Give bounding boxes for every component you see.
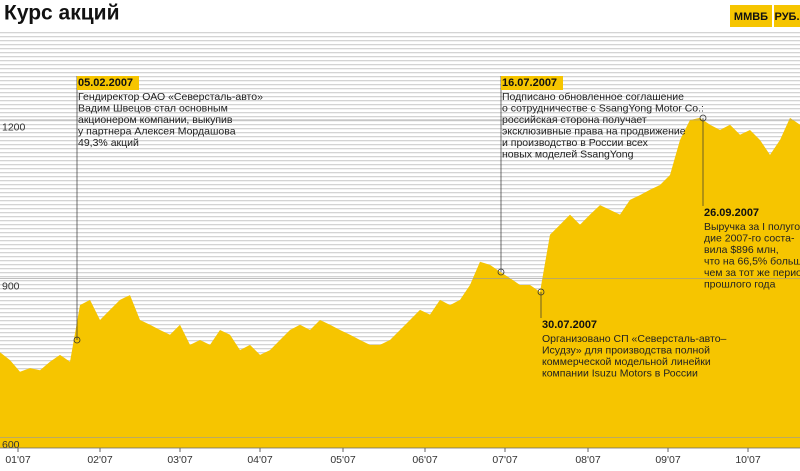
annotation-date: 05.02.2007 — [78, 77, 133, 89]
annotation-text: Организовано СП «Северсталь-авто– — [542, 333, 727, 345]
x-tick-label: 01'07 — [5, 454, 31, 466]
y-tick-label: 1200 — [2, 122, 26, 134]
x-tick-label: 02'07 — [87, 454, 113, 466]
annotation-text: и производство в России всех — [502, 137, 649, 149]
annotation-text: 49,3% акций — [78, 137, 139, 149]
annotation-text: у партнера Алексея Мордашова — [78, 125, 236, 137]
annotation-text: о сотрудничестве с SsangYong Motor Co.: — [502, 102, 704, 114]
annotation-date: 16.07.2007 — [502, 77, 557, 89]
annotation-text: Вадим Швецов стал основным — [78, 102, 228, 114]
annotation-text: Выручка за I полуго- — [704, 221, 800, 233]
annotation-text: Исудзу» для производства полной — [542, 344, 710, 356]
badge: ММВБ — [734, 11, 768, 23]
annotation-date: 30.07.2007 — [542, 319, 597, 331]
x-tick-label: 06'07 — [412, 454, 438, 466]
x-tick-label: 03'07 — [167, 454, 193, 466]
annotation-text: новых моделей SsangYong — [502, 148, 634, 160]
x-tick-label: 09'07 — [655, 454, 681, 466]
annotation-text: что на 66,5% больше, — [704, 255, 800, 267]
annotation-text: эксклюзивные права на продвижение — [502, 125, 686, 137]
x-tick-label: 04'07 — [247, 454, 273, 466]
annotation-text: прошлого года — [704, 278, 776, 290]
badge: РУБ. — [775, 11, 800, 23]
annotation-text: российская сторона получает — [502, 114, 647, 126]
chart-title: Курс акций — [4, 2, 119, 25]
badge-box — [730, 5, 772, 27]
annotation-text: вила $896 млн, — [704, 244, 779, 256]
y-tick-label: 600 — [2, 439, 20, 451]
annotation-text: акционером компании, выкупив — [78, 114, 233, 126]
annotation-text: дие 2007-го соста- — [704, 232, 795, 244]
annotation-text: чем за тот же период — [704, 267, 800, 279]
date-highlight — [77, 76, 139, 90]
event-marker — [699, 114, 707, 122]
badge-box — [774, 5, 800, 27]
event-marker — [73, 336, 81, 344]
annotation-date: 26.09.2007 — [704, 207, 759, 219]
event-marker — [497, 268, 505, 276]
event-marker — [537, 288, 545, 296]
annotation-text: Гендиректор ОАО «Северсталь-авто» — [78, 91, 263, 103]
annotation-text: коммерческой модельной линейки — [542, 356, 711, 368]
x-tick-label: 08'07 — [575, 454, 601, 466]
annotation-text: компании Isuzu Motors в России — [542, 367, 698, 379]
annotation-text: Подписано обновленное соглашение — [502, 91, 684, 103]
date-highlight — [541, 318, 603, 332]
date-highlight — [501, 76, 563, 90]
x-tick-label: 07'07 — [492, 454, 518, 466]
y-tick-label: 900 — [2, 280, 20, 292]
area — [0, 117, 800, 448]
x-tick-label: 10'07 — [735, 454, 761, 466]
x-tick-label: 05'07 — [330, 454, 356, 466]
date-highlight — [703, 206, 765, 220]
